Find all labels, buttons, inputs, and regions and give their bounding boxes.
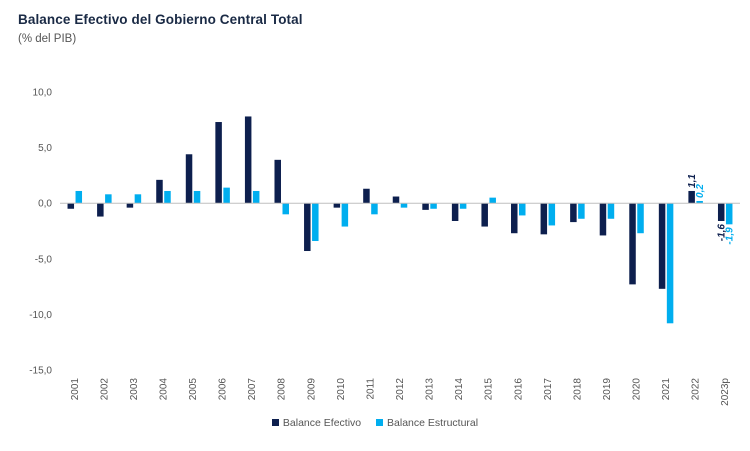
bar-estructural-2021 <box>666 203 674 324</box>
bar-estructural-2004 <box>164 190 171 204</box>
bar-estructural-2020 <box>637 203 644 234</box>
bar-efectivo-2023p <box>717 203 725 221</box>
x-tick-label: 2007 <box>247 378 258 401</box>
bar-efectivo-2016 <box>511 203 518 234</box>
data-label-2023p-efectivo: -1,6 <box>717 224 728 242</box>
x-tick-label: 2014 <box>454 378 465 401</box>
bar-efectivo-2007 <box>244 116 252 204</box>
bar-efectivo-2020 <box>629 203 636 285</box>
bar-estructural-2017 <box>548 203 556 226</box>
chart-subtitle: (% del PIB) <box>18 33 77 45</box>
legend-swatch-estructural <box>376 419 384 426</box>
x-tick-label: 2010 <box>336 378 347 401</box>
legend-label-efectivo: Balance Efectivo <box>282 417 362 429</box>
x-tick-label: 2004 <box>158 378 169 401</box>
data-label-2022-efectivo: 1,1 <box>687 174 698 188</box>
bar-efectivo-2019 <box>599 203 607 236</box>
x-tick-label: 2016 <box>513 378 524 401</box>
data-label-2023p-estructural: -1,9 <box>725 227 736 245</box>
bar-estructural-2007 <box>252 190 260 204</box>
bar-efectivo-2022 <box>688 190 695 204</box>
x-tick-label: 2002 <box>99 378 110 401</box>
x-tick-label: 2015 <box>484 378 495 401</box>
y-tick-label: 0,0 <box>38 199 52 210</box>
bar-efectivo-2012 <box>392 196 400 204</box>
x-tick-label: 2013 <box>425 378 436 401</box>
bar-efectivo-2018 <box>570 203 577 223</box>
x-tick-label: 2011 <box>365 378 376 400</box>
data-labels: 1,10,2 -1,6-1,9 <box>687 174 736 245</box>
bar-efectivo-2011 <box>363 188 370 204</box>
bar-estructural-2001 <box>75 190 83 204</box>
bar-efectivo-2001 <box>67 203 75 209</box>
bar-estructural-2011 <box>371 203 378 215</box>
x-tick-label: 2001 <box>70 378 81 401</box>
bar-efectivo-2009 <box>304 203 311 252</box>
chart-title: Balance Efectivo del Gobierno Central To… <box>18 12 303 27</box>
bar-estructural-2014 <box>459 203 467 209</box>
bar-estructural-2015 <box>489 197 496 204</box>
x-tick-label: 2019 <box>602 378 613 401</box>
bars <box>67 116 733 324</box>
bar-efectivo-2003 <box>126 203 134 208</box>
bar-estructural-2016 <box>519 203 526 216</box>
bar-efectivo-2004 <box>156 179 163 204</box>
x-tick-label: 2008 <box>277 378 288 401</box>
bar-estructural-2002 <box>105 194 112 204</box>
x-tick-label: 2017 <box>543 378 554 401</box>
y-tick-label: -10,0 <box>29 310 52 321</box>
bar-efectivo-2008 <box>274 159 281 204</box>
x-tick-label: 2023p <box>720 378 731 406</box>
y-axis: 10,0 5,0 0,0 -5,0 -10,0 -15,0 <box>29 88 52 377</box>
legend-swatch-efectivo <box>271 419 279 426</box>
bar-efectivo-2017 <box>540 203 548 235</box>
bar-estructural-2013 <box>430 203 437 209</box>
bar-efectivo-2021 <box>658 203 666 289</box>
y-tick-label: -15,0 <box>29 366 52 377</box>
bar-estructural-2019 <box>607 203 615 219</box>
x-tick-label: 2005 <box>188 378 199 401</box>
x-tick-label: 2012 <box>395 378 406 401</box>
legend-item-balance-efectivo: Balance Efectivo <box>271 417 362 429</box>
x-tick-label: 2009 <box>306 378 317 401</box>
legend-label-estructural: Balance Estructural <box>387 417 479 429</box>
bar-estructural-2006 <box>223 187 230 204</box>
legend: Balance Efectivo Balance Estructural <box>0 417 750 429</box>
bar-efectivo-2014 <box>451 203 459 221</box>
bar-efectivo-2002 <box>97 203 104 217</box>
bar-efectivo-2006 <box>215 122 222 204</box>
y-tick-label: -5,0 <box>35 254 53 265</box>
x-tick-label: 2021 <box>661 378 672 401</box>
bar-estructural-2010 <box>341 203 349 227</box>
x-tick-label: 2006 <box>218 378 229 401</box>
bar-estructural-2022 <box>696 200 703 204</box>
x-axis: 2001 2002 2003 2004 2005 2006 2007 2008 2009 2010… <box>70 378 731 406</box>
bar-estructural-2023p <box>725 203 733 225</box>
legend-item-balance-estructural: Balance Estructural <box>376 417 478 429</box>
x-tick-label: 2022 <box>691 378 702 401</box>
bar-efectivo-2005 <box>185 154 193 204</box>
y-tick-label: 10,0 <box>33 88 53 99</box>
bar-estructural-2009 <box>312 203 319 242</box>
bar-estructural-2012 <box>400 203 408 208</box>
bar-efectivo-2010 <box>333 203 341 208</box>
bar-estructural-2018 <box>578 203 585 219</box>
y-tick-label: 5,0 <box>38 143 52 154</box>
x-tick-label: 2003 <box>129 378 140 401</box>
bar-estructural-2008 <box>282 203 289 215</box>
bar-estructural-2005 <box>193 190 201 204</box>
x-tick-label: 2020 <box>632 378 643 401</box>
bar-estructural-2003 <box>134 194 142 204</box>
bar-efectivo-2015 <box>481 203 488 227</box>
x-tick-label: 2018 <box>572 378 583 401</box>
data-label-2022-estructural: 0,2 <box>695 184 706 198</box>
bar-efectivo-2013 <box>422 203 429 210</box>
